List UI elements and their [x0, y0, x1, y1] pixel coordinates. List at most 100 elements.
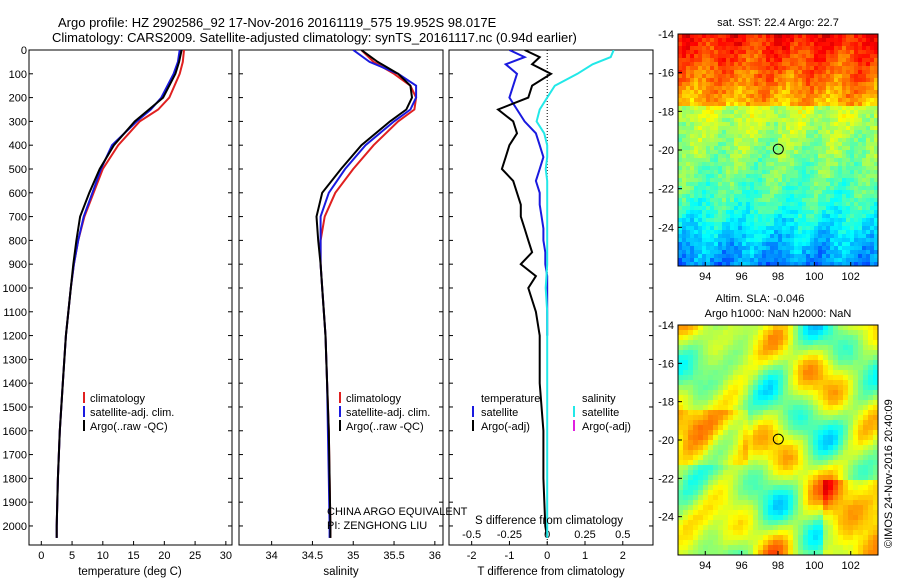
heatmap-cell [813, 490, 819, 496]
legend-label-argo: Argo(..raw -QC) [90, 421, 168, 433]
heatmap-cell [726, 198, 731, 203]
heatmap-cell [678, 405, 684, 411]
heatmap-cell [754, 218, 759, 223]
heatmap-cell [798, 206, 803, 211]
heatmap-cell [790, 74, 795, 79]
heatmap-cell [768, 335, 774, 341]
heatmap-cell [794, 158, 799, 163]
heatmap-cell [850, 74, 855, 79]
heatmap-cell [834, 222, 839, 227]
heatmap-cell [762, 174, 767, 179]
heatmap-cell [774, 82, 779, 87]
heatmap-cell [818, 214, 823, 219]
heatmap-cell [842, 122, 847, 127]
heatmap-cell [778, 98, 783, 103]
heatmap-cell [718, 66, 723, 71]
heatmap-cell [718, 222, 723, 227]
heatmap-cell [854, 130, 859, 135]
heatmap-cell [814, 226, 819, 231]
heatmap-cell [750, 94, 755, 99]
heatmap-cell [798, 460, 804, 466]
heatmap-cell [843, 540, 849, 546]
heatmap-cell [710, 134, 715, 139]
heatmap-cell [790, 250, 795, 255]
heatmap-cell [762, 130, 767, 135]
heatmap-cell [738, 86, 743, 91]
heatmap-cell [703, 415, 709, 421]
heatmap-cell [733, 515, 739, 521]
heatmap-cell [813, 515, 819, 521]
heatmap-cell [842, 110, 847, 115]
heatmap-cell [690, 58, 695, 63]
heatmap-cell [853, 440, 859, 446]
heatmap-cell [850, 46, 855, 51]
heatmap-cell [748, 410, 754, 416]
heatmap-cell [722, 206, 727, 211]
heatmap-cell [806, 150, 811, 155]
heatmap-cell [778, 94, 783, 99]
heatmap-cell [833, 410, 839, 416]
heatmap-cell [758, 360, 764, 366]
heatmap-cell [818, 86, 823, 91]
heatmap-cell [828, 525, 834, 531]
heatmap-cell [678, 370, 684, 376]
heatmap-cell [858, 46, 863, 51]
heatmap-cell [706, 138, 711, 143]
heatmap-cell [786, 42, 791, 47]
heatmap-cell [803, 345, 809, 351]
heatmap-cell [762, 234, 767, 239]
heatmap-cell [810, 66, 815, 71]
heatmap-cell [826, 42, 831, 47]
heatmap-cell [753, 435, 759, 441]
heatmap-cell [738, 485, 744, 491]
heatmap-cell [698, 114, 703, 119]
heatmap-cell [706, 162, 711, 167]
heatmap-cell [753, 400, 759, 406]
heatmap-cell [843, 500, 849, 506]
heatmap-cell [850, 134, 855, 139]
heatmap-cell [682, 182, 687, 187]
heatmap-cell [828, 495, 834, 501]
heatmap-cell [830, 134, 835, 139]
heatmap-cell [826, 154, 831, 159]
heatmap-cell [763, 400, 769, 406]
heatmap-cell [710, 130, 715, 135]
heatmap-cell [738, 150, 743, 155]
heatmap-cell [753, 375, 759, 381]
heatmap-cell [706, 206, 711, 211]
heatmap-cell [810, 234, 815, 239]
y-tick-label: 1700 [3, 450, 27, 462]
heatmap-cell [746, 86, 751, 91]
heatmap-cell [783, 355, 789, 361]
heatmap-cell [690, 206, 695, 211]
heatmap-cell [763, 525, 769, 531]
heatmap-cell [783, 485, 789, 491]
heatmap-cell [798, 540, 804, 546]
heatmap-cell [726, 130, 731, 135]
heatmap-cell [798, 515, 804, 521]
heatmap-cell [848, 510, 854, 516]
heatmap-cell [768, 340, 774, 346]
heatmap-cell [838, 385, 844, 391]
heatmap-cell [770, 150, 775, 155]
heatmap-cell [714, 102, 719, 107]
heatmap-cell [806, 106, 811, 111]
heatmap-cell [838, 130, 843, 135]
heatmap-cell [728, 370, 734, 376]
heatmap-cell [698, 490, 704, 496]
heatmap-cell [854, 210, 859, 215]
heatmap-cell [728, 330, 734, 336]
heatmap-cell [728, 540, 734, 546]
heatmap-cell [818, 365, 824, 371]
heatmap-cell [854, 174, 859, 179]
heatmap-cell [743, 340, 749, 346]
heatmap-cell [730, 46, 735, 51]
heatmap-cell [846, 154, 851, 159]
heatmap-cell [698, 465, 704, 471]
heatmap-cell [762, 142, 767, 147]
heatmap-cell [838, 162, 843, 167]
heatmap-cell [842, 74, 847, 79]
heatmap-cell [873, 335, 878, 341]
heatmap-cell [866, 142, 871, 147]
heatmap-cell [794, 78, 799, 83]
